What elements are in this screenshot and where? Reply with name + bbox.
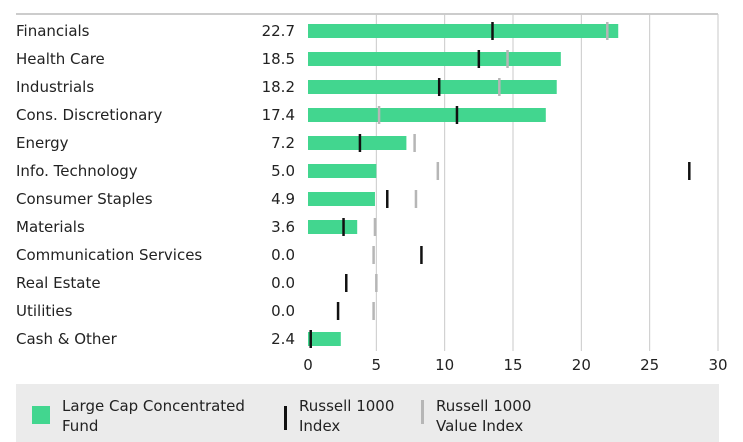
fund-bar-cons-discretionary [308, 108, 546, 122]
category-label-utilities: Utilities [16, 302, 73, 320]
value-label-cash-other: 2.4 [271, 330, 295, 348]
category-label-health-care: Health Care [16, 50, 105, 68]
chart-legend: Large Cap Concentrated Fund Russell 1000… [16, 384, 719, 442]
fund-bars [308, 24, 619, 346]
value-label-info-technology: 5.0 [271, 162, 295, 180]
category-label-real-estate: Real Estate [16, 274, 101, 292]
category-label-info-technology: Info. Technology [16, 162, 138, 180]
category-label-communication-services: Communication Services [16, 246, 202, 264]
fund-bar-energy [308, 136, 407, 150]
x-tick-label-15: 15 [503, 356, 522, 374]
fund-bar-materials [308, 220, 358, 234]
category-label-industrials: Industrials [16, 78, 94, 96]
value-label-energy: 7.2 [271, 134, 295, 152]
category-label-financials: Financials [16, 22, 90, 40]
benchmark-markers [309, 22, 691, 348]
value-label-real-estate: 0.0 [271, 274, 295, 292]
category-label-materials: Materials [16, 218, 85, 236]
value-label-consumer-staples: 4.9 [271, 190, 295, 208]
value-label-communication-services: 0.0 [271, 246, 295, 264]
category-label-energy: Energy [16, 134, 69, 152]
legend-marker-russell-1000-value [421, 400, 424, 424]
x-tick-label-0: 0 [303, 356, 313, 374]
fund-bar-health-care [308, 52, 561, 66]
fund-bar-industrials [308, 80, 557, 94]
legend-swatch-fund [32, 406, 50, 424]
value-label-health-care: 18.5 [262, 50, 295, 68]
fund-bar-financials [308, 24, 619, 38]
x-axis-ticks: 0 5 10 15 20 25 30 [303, 356, 727, 374]
gridlines [16, 13, 719, 351]
legend-label-fund: Large Cap Concentrated Fund [62, 397, 245, 435]
value-label-industrials: 18.2 [262, 78, 295, 96]
value-label-cons-discretionary: 17.4 [262, 106, 295, 124]
legend-item-russell-1000-value: Russell 1000 Value Index [421, 396, 531, 436]
fund-bar-cash-other [308, 332, 341, 346]
sector-weights-chart: Financials Health Care Industrials Cons. Di… [16, 13, 728, 374]
legend-marker-russell-1000 [284, 406, 287, 430]
category-label-consumer-staples: Consumer Staples [16, 190, 153, 208]
legend-item-fund: Large Cap Concentrated Fund [32, 396, 245, 436]
x-tick-label-5: 5 [372, 356, 382, 374]
category-label-cons-discretionary: Cons. Discretionary [16, 106, 162, 124]
legend-item-russell-1000: Russell 1000 Index [284, 396, 394, 436]
legend-label-russell-1000: Russell 1000 Index [299, 397, 395, 435]
value-label-utilities: 0.0 [271, 302, 295, 320]
legend-label-russell-1000-value: Russell 1000 Value Index [436, 397, 532, 435]
x-tick-label-20: 20 [572, 356, 591, 374]
x-tick-label-25: 25 [640, 356, 659, 374]
category-labels: Financials Health Care Industrials Cons. Di… [16, 22, 202, 348]
x-tick-label-30: 30 [708, 356, 727, 374]
value-label-materials: 3.6 [271, 218, 295, 236]
fund-bar-info-technology [308, 164, 377, 178]
fund-bar-consumer-staples [308, 192, 375, 206]
value-labels: 22.7 18.5 18.2 17.4 7.2 5.0 4.9 3.6 0.0 0.0 0.0 2.4 [262, 22, 295, 348]
value-label-financials: 22.7 [262, 22, 295, 40]
category-label-cash-other: Cash & Other [16, 330, 118, 348]
x-tick-label-10: 10 [435, 356, 454, 374]
